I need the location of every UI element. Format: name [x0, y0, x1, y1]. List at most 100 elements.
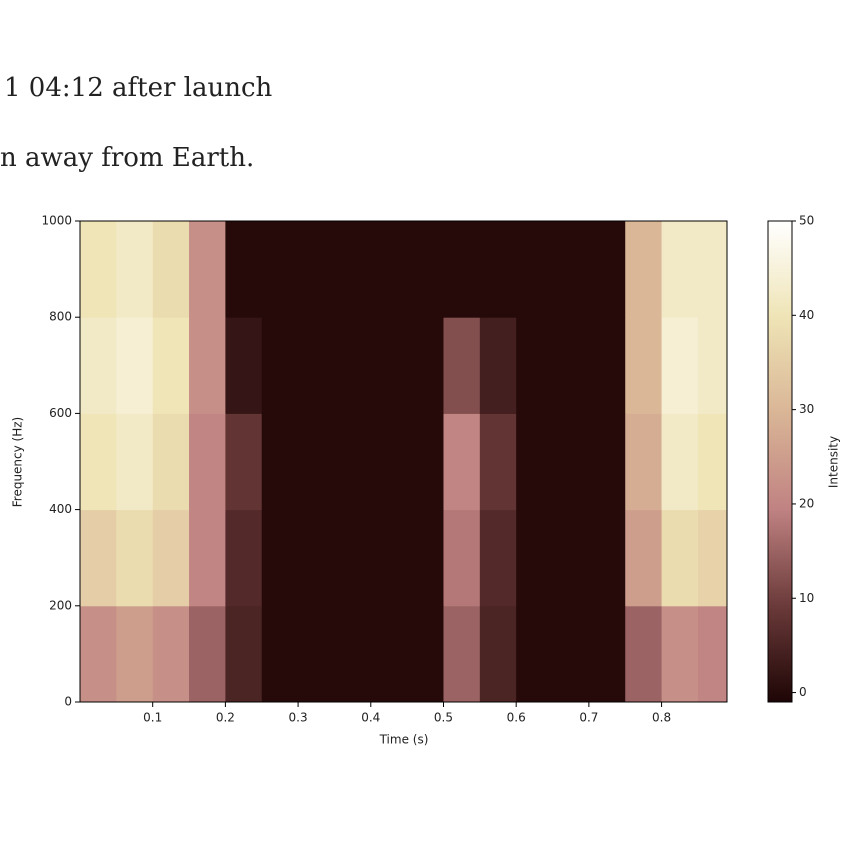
colorbar-tick-label: 30 [799, 402, 814, 416]
heatmap-cell [80, 317, 117, 414]
x-tick-label: 0.4 [361, 711, 380, 725]
x-tick-label: 0.6 [507, 711, 526, 725]
colorbar-label: Intensity [827, 436, 841, 488]
heatmap-cell [189, 509, 226, 607]
heatmap-cell [334, 413, 372, 511]
heatmap-cell [479, 317, 517, 414]
text-line: 1 04:12 after launch [4, 73, 273, 103]
heatmap-cell [225, 413, 263, 511]
heatmap-cell [152, 413, 190, 511]
heatmap-cell [116, 221, 154, 318]
heatmap-cell [225, 605, 263, 703]
y-tick-label: 1000 [41, 214, 72, 228]
heatmap-cell [407, 509, 444, 607]
heatmap-cell [697, 413, 728, 511]
colorbar-tick-label: 40 [799, 308, 814, 322]
heatmap-cell [661, 413, 699, 511]
heatmap-cell [298, 605, 335, 703]
heatmap-cell [588, 605, 626, 703]
heatmap-cell [189, 221, 226, 318]
y-tick-label: 200 [49, 598, 72, 612]
colorbar-tick-label: 10 [799, 591, 814, 605]
heatmap-cell [697, 221, 728, 318]
heatmap-cell [516, 413, 554, 511]
x-axis-label: Time (s) [379, 733, 429, 747]
heatmap-cell [516, 605, 554, 703]
heatmap-cell [661, 317, 699, 414]
heatmap-cell [189, 413, 226, 511]
heatmap-cell [625, 509, 663, 607]
heatmap-cell [298, 509, 335, 607]
heatmap-cell [298, 317, 335, 414]
heatmap-cell [625, 605, 663, 703]
x-tick-label: 0.7 [579, 711, 598, 725]
heatmap-cell [443, 317, 481, 414]
colorbar-tick-label: 50 [799, 214, 814, 228]
heatmap-cell [116, 317, 154, 414]
heatmap-cell [261, 509, 299, 607]
heatmap-cell [552, 317, 590, 414]
heatmap-cell [152, 317, 190, 414]
heatmap-cell [479, 221, 517, 318]
y-tick-label: 600 [49, 406, 72, 420]
heatmap-cell [334, 221, 372, 318]
heatmap-cell [407, 605, 444, 703]
heatmap-cell [370, 509, 408, 607]
heatmap-cell [443, 605, 481, 703]
heatmap-cell [697, 317, 728, 414]
heatmap-cell [261, 221, 299, 318]
heatmap-cell [625, 413, 663, 511]
colorbar-tick-label: 20 [799, 496, 814, 510]
heatmap-cell [298, 221, 335, 318]
heatmap-cell [261, 413, 299, 511]
heatmap-cell [697, 605, 728, 703]
heatmap-cell [552, 413, 590, 511]
x-tick-label: 0.2 [216, 711, 235, 725]
heatmap-cell [116, 509, 154, 607]
heatmap-cell [116, 413, 154, 511]
heatmap-cell [661, 221, 699, 318]
heatmap-cell [552, 605, 590, 703]
heatmap-cell [552, 509, 590, 607]
heatmap-cell [443, 509, 481, 607]
x-tick-label: 0.3 [289, 711, 308, 725]
heatmap-cell [588, 509, 626, 607]
heatmap-cell [407, 413, 444, 511]
heatmap-cell [407, 317, 444, 414]
heatmap-cell [334, 509, 372, 607]
heatmap-cell [588, 221, 626, 318]
y-tick-label: 0 [64, 695, 72, 709]
heatmap-cell [189, 317, 226, 414]
x-tick-label: 0.1 [143, 711, 162, 725]
heatmap-cell [225, 317, 263, 414]
heatmap-cell [298, 413, 335, 511]
y-axis-label: Frequency (Hz) [11, 417, 25, 508]
y-tick-label: 400 [49, 502, 72, 516]
x-tick-label: 0.8 [652, 711, 671, 725]
heatmap-cell [516, 317, 554, 414]
heatmap-cell [516, 509, 554, 607]
heatmap-cell [152, 509, 190, 607]
heatmap-cell [370, 317, 408, 414]
heatmap-cell [261, 317, 299, 414]
heatmap-cell [334, 605, 372, 703]
heatmap-cell [443, 221, 481, 318]
heatmap-cell [625, 317, 663, 414]
heatmap-cell [370, 605, 408, 703]
heatmap-cell [479, 605, 517, 703]
heatmap-cell [516, 221, 554, 318]
heatmap-cell [80, 413, 117, 511]
heatmap-cell [80, 509, 117, 607]
plot-frame [79, 220, 728, 703]
heatmap-cell [152, 221, 190, 318]
heatmap-cell [479, 413, 517, 511]
x-tick-label: 0.5 [434, 711, 453, 725]
heatmap-cell [116, 605, 154, 703]
heatmap-cell [588, 317, 626, 414]
heatmap-cell [479, 509, 517, 607]
heatmap-cell [225, 509, 263, 607]
colorbar [767, 220, 793, 703]
y-tick-label: 800 [49, 310, 72, 324]
heatmap-cell [661, 605, 699, 703]
